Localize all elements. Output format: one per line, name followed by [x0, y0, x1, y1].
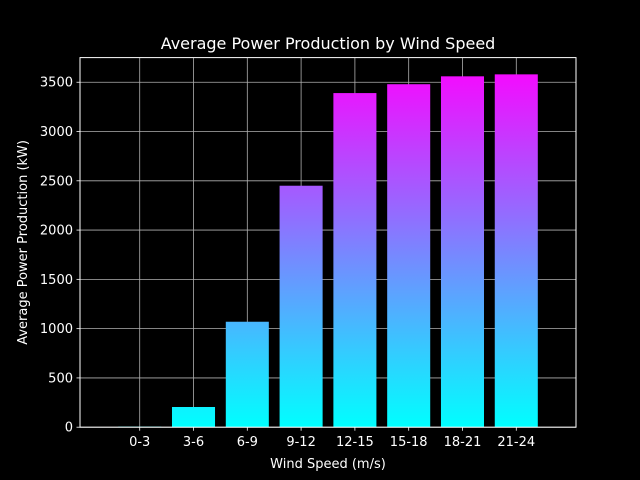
bar-9-12 [279, 185, 323, 428]
y-axis-label: Average Power Production (kW) [16, 140, 31, 345]
axes-frame [79, 57, 577, 428]
x-tick-label: 21-24 [497, 435, 535, 450]
x-axis-ticks: 0-3 3-6 6-9 9-12 12-15 15-18 18-21 21-24 [129, 427, 535, 450]
x-tick-label: 12-15 [336, 435, 374, 450]
y-tick-label: 3000 [40, 125, 73, 140]
axes [79, 57, 577, 428]
bars [118, 74, 538, 428]
x-tick-label: 6-9 [237, 435, 258, 450]
bar-21-24 [494, 74, 538, 428]
bar-6-9 [225, 321, 269, 428]
bar-18-21 [440, 76, 485, 428]
x-tick-label: 15-18 [390, 435, 428, 450]
x-tick-label: 0-3 [129, 435, 150, 450]
chart-title: Average Power Production by Wind Speed [161, 34, 496, 53]
bar-3-6 [171, 406, 216, 428]
y-tick-label: 500 [48, 371, 73, 386]
x-tick-label: 3-6 [183, 435, 204, 450]
y-tick-label: 0 [65, 421, 73, 436]
bar-15-18 [387, 84, 431, 428]
x-axis-label: Wind Speed (m/s) [270, 457, 386, 472]
y-tick-label: 2500 [40, 174, 73, 189]
x-tick-label: 18-21 [444, 435, 482, 450]
y-tick-label: 1000 [40, 322, 73, 337]
y-tick-label: 1500 [40, 273, 73, 288]
x-tick-label: 9-12 [286, 435, 316, 450]
y-tick-label: 3500 [40, 76, 73, 91]
bar-12-15 [333, 93, 377, 428]
y-axis-ticks: 0 500 1000 1500 2000 2500 3000 3500 [40, 76, 80, 436]
y-tick-label: 2000 [40, 224, 73, 239]
